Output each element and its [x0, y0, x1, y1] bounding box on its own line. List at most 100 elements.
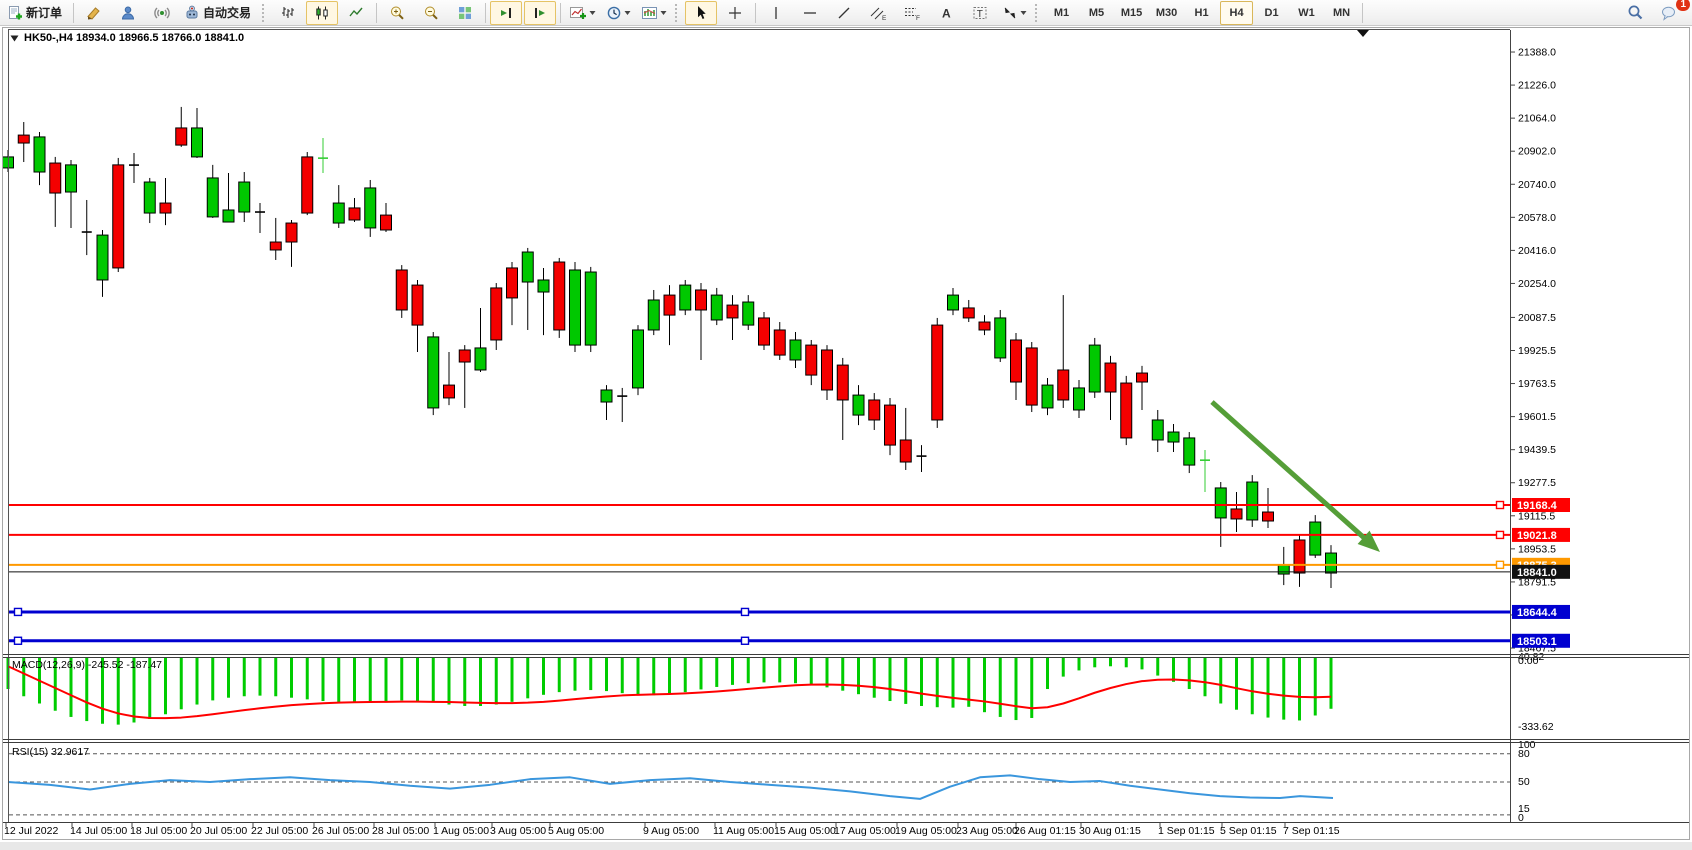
chat-button[interactable]: 1: [1653, 0, 1690, 25]
line-drag-handle: [1495, 530, 1505, 540]
svg-text:15 Aug 05:00: 15 Aug 05:00: [774, 825, 836, 837]
trend-arrow-annotation[interactable]: [1210, 400, 1380, 552]
price-badges: 19168.419021.818875.318841.018644.418503…: [1512, 498, 1570, 648]
svg-text:22 Jul 05:00: 22 Jul 05:00: [251, 825, 308, 837]
toolbar-separator: [755, 2, 757, 23]
svg-text:19 Aug 05:00: 19 Aug 05:00: [895, 825, 957, 837]
toolbar-separator: [560, 2, 562, 23]
line-drag-handle: [740, 636, 750, 645]
bar-chart-icon: [282, 6, 295, 18]
autotrading-button[interactable]: 自动交易: [180, 1, 258, 25]
arrows-button[interactable]: [998, 1, 1031, 25]
line-chart-button[interactable]: [340, 1, 372, 25]
svg-text:-333.62: -333.62: [1518, 721, 1554, 733]
svg-text:21226.0: 21226.0: [1518, 80, 1556, 92]
horizontal-line-button[interactable]: [794, 1, 826, 25]
profile-icon: [122, 6, 135, 19]
tile-windows-button[interactable]: [449, 1, 481, 25]
dropdown-caret-icon: [660, 10, 667, 15]
chart-title: HK50-,H4 18934.0 18966.5 18766.0 18841.0: [10, 32, 244, 44]
toolbar: 新订单 自动交易: [0, 0, 1692, 26]
bar-chart-button[interactable]: [272, 1, 304, 25]
svg-text:12 Jul 2022: 12 Jul 2022: [4, 825, 58, 837]
svg-text:19277.5: 19277.5: [1518, 477, 1556, 489]
horizontal-level-lines[interactable]: [9, 500, 1510, 645]
indicators-button[interactable]: [565, 1, 600, 25]
cursor-button[interactable]: [685, 0, 718, 25]
timeframe-button-mn[interactable]: MN: [1332, 6, 1351, 19]
timeframe-button-h4[interactable]: H4: [1220, 0, 1254, 25]
dropdown-caret-icon: [624, 10, 631, 15]
zoom-out-button[interactable]: [415, 1, 447, 25]
trendline-button[interactable]: [828, 1, 860, 25]
text-button[interactable]: A: [930, 1, 962, 25]
styler-button[interactable]: [78, 1, 110, 25]
line-drag-handle: [1495, 500, 1505, 510]
text-label-button[interactable]: T: [964, 1, 996, 25]
svg-text:30 Aug 01:15: 30 Aug 01:15: [1079, 825, 1141, 837]
toolbar-separator: [376, 2, 378, 23]
svg-text:14 Jul 05:00: 14 Jul 05:00: [70, 825, 127, 837]
svg-text:20740.0: 20740.0: [1518, 179, 1556, 191]
search-button[interactable]: [1619, 1, 1651, 25]
timeframe-button-w1[interactable]: W1: [1298, 6, 1315, 19]
timeframe-button-m5[interactable]: M5: [1088, 6, 1105, 19]
clock-icon: [607, 6, 621, 19]
zoom-in-button[interactable]: [381, 1, 413, 25]
timeframe-button-h1[interactable]: H1: [1194, 6, 1209, 19]
new-order-icon: [9, 5, 22, 19]
crosshair-icon: [729, 6, 742, 19]
svg-text:0.00: 0.00: [1518, 655, 1539, 667]
svg-text:11 Aug 05:00: 11 Aug 05:00: [713, 825, 774, 837]
svg-text:19439.5: 19439.5: [1518, 444, 1556, 456]
auto-scroll-icon: [501, 7, 512, 18]
pane-borders: [2, 27, 1690, 840]
vertical-line-icon: [775, 6, 777, 19]
zoom-out-icon: [425, 6, 438, 20]
profile-button[interactable]: [112, 1, 144, 25]
equidistant-channel-button[interactable]: E: [862, 1, 894, 25]
timeframe-button-d1[interactable]: D1: [1264, 6, 1279, 19]
chart-shift-button[interactable]: [524, 0, 557, 25]
cursor-icon: [698, 5, 706, 19]
templates-button[interactable]: [637, 1, 671, 25]
timeframe-button-m30[interactable]: M30: [1155, 6, 1178, 19]
timeframe-group: M1 M5 M15 M30 H1 H4 D1 W1 MN: [1044, 0, 1359, 25]
svg-text:1 Aug 05:00: 1 Aug 05:00: [433, 825, 489, 837]
crosshair-button[interactable]: [719, 1, 751, 25]
macd-pane-label: MACD(12,26,9) -245.52 -187.47: [12, 659, 162, 671]
text-label-icon: T: [973, 6, 987, 20]
svg-text:7 Sep 01:15: 7 Sep 01:15: [1283, 825, 1340, 837]
toolbar-separator: [485, 2, 487, 23]
svg-text:19601.5: 19601.5: [1518, 411, 1556, 423]
rsi-pane-label: RSI(15) 32.9617: [12, 746, 90, 758]
channel-icon: E: [870, 7, 887, 21]
line-drag-handle: [1495, 560, 1505, 570]
svg-text:20578.0: 20578.0: [1518, 212, 1556, 224]
svg-text:21388.0: 21388.0: [1518, 47, 1556, 59]
timeframe-button-m1[interactable]: M1: [1053, 6, 1070, 19]
timeframe-button-m15[interactable]: M15: [1120, 6, 1143, 19]
tile-windows-icon: [459, 6, 472, 19]
svg-text:21064.0: 21064.0: [1518, 113, 1556, 125]
chart-canvas[interactable]: 21388.0 21226.0 21064.0 20902.0 20740.0 20578…: [0, 26, 1692, 842]
indicators-icon: [570, 6, 587, 19]
new-order-button[interactable]: 新订单: [3, 1, 69, 25]
svg-text:A: A: [942, 6, 951, 20]
search-icon: [1628, 5, 1642, 20]
svg-text:19021.8: 19021.8: [1517, 530, 1557, 542]
zoom-in-icon: [391, 6, 404, 20]
date-axis: 12 Jul 2022 14 Jul 05:00 18 Jul 05:00 20 Ju…: [4, 822, 1340, 837]
periods-button[interactable]: [602, 1, 635, 25]
auto-scroll-button[interactable]: [490, 0, 523, 25]
vertical-line-button[interactable]: [760, 1, 792, 25]
svg-text:18644.4: 18644.4: [1517, 607, 1558, 619]
price-level-badge: [1512, 564, 1570, 579]
svg-text:28 Jul 05:00: 28 Jul 05:00: [372, 825, 429, 837]
title-collapse-icon[interactable]: [10, 35, 19, 42]
price-level-badge: [1512, 498, 1570, 512]
fibonacci-button[interactable]: F: [896, 1, 928, 25]
candle-chart-button[interactable]: [306, 0, 339, 25]
signal-button[interactable]: [146, 1, 178, 25]
